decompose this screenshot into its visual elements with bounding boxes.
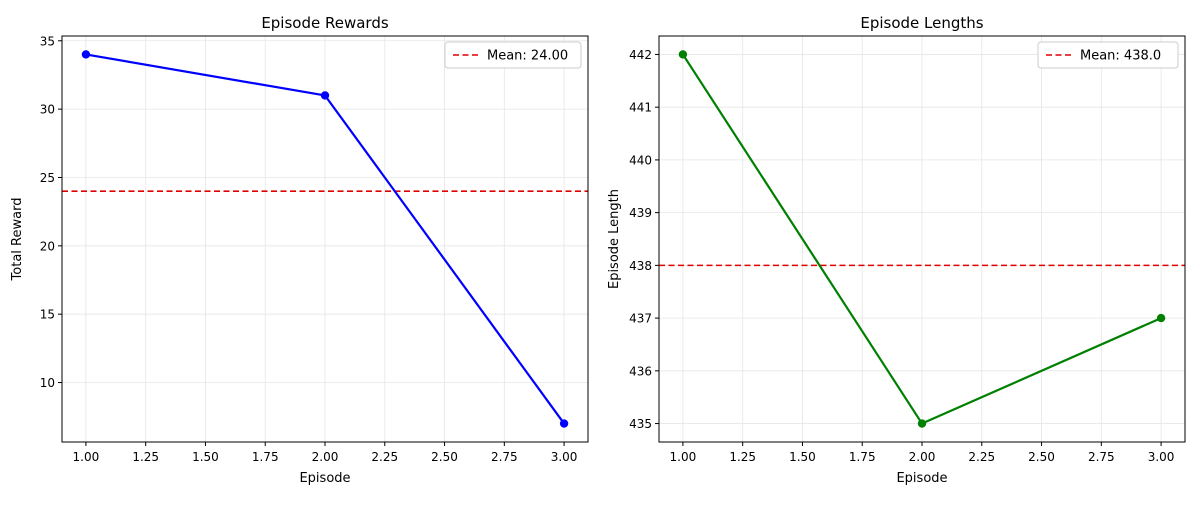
x-tick-label: 1.00 [670,450,697,464]
y-tick-label: 440 [629,153,652,167]
x-tick-label: 2.00 [312,450,339,464]
legend-label: Mean: 24.00 [487,49,568,64]
y-tick-label: 25 [40,171,55,185]
data-point [81,50,91,59]
data-point [320,91,330,100]
legend-box [444,41,582,69]
data-point [1156,313,1166,323]
y-axis-label: Episode Length [607,189,622,289]
x-tick-label: 2.75 [491,450,518,464]
x-axis-label: Episode [896,471,947,486]
data-point [559,419,569,428]
x-tick-label: 1.75 [252,450,279,464]
x-tick-label: 1.25 [729,450,756,464]
x-tick-label: 2.25 [371,450,398,464]
y-tick-label: 30 [40,103,55,117]
x-tick-label: 2.00 [909,450,936,464]
y-axis-label: Total Reward [10,198,25,282]
chart-panel-2: 1.00 1.25 1.50 1.75 2.00 2.25 2.50 2.75 3.00 435 4… [607,14,1186,486]
x-tick-label: 1.25 [132,450,159,464]
x-tick-label: 2.50 [431,450,458,464]
y-tick-label: 10 [40,376,55,390]
x-tick-label: 2.25 [968,450,995,464]
x-tick-label: 3.00 [1148,450,1175,464]
y-tick-label: 35 [40,34,55,48]
data-point [917,419,927,428]
x-tick-label: 3.00 [551,450,578,464]
chart-panel-1: 1.00 1.25 1.50 1.75 2.00 2.25 2.50 2.75 3.00 10 15… [10,14,589,486]
legend: Mean: 24.00 [444,41,582,69]
x-tick-label: 2.50 [1028,450,1055,464]
x-tick-label: 2.75 [1088,450,1115,464]
y-tick-label: 15 [40,308,55,322]
y-tick-label: 20 [40,239,55,253]
y-tick-label: 442 [629,48,652,62]
axes-frame [61,35,589,443]
x-tick-label: 1.00 [73,450,100,464]
y-tick-label: 439 [629,206,652,220]
chart-title: Episode Lengths [860,14,983,32]
legend: Mean: 438.0 [1037,41,1179,69]
legend-label: Mean: 438.0 [1080,49,1161,64]
x-axis-label: Episode [299,471,350,486]
chart-title: Episode Rewards [261,14,389,32]
y-tick-label: 441 [629,101,652,115]
x-tick-label: 1.50 [789,450,816,464]
y-tick-label: 438 [629,259,652,273]
data-point [678,50,688,59]
axes-frame [658,35,1186,443]
legend-box [1037,41,1179,69]
x-tick-label: 1.50 [192,450,219,464]
y-tick-label: 436 [629,364,652,378]
x-tick-label: 1.75 [849,450,876,464]
y-tick-label: 435 [629,417,652,431]
y-tick-label: 437 [629,312,652,326]
